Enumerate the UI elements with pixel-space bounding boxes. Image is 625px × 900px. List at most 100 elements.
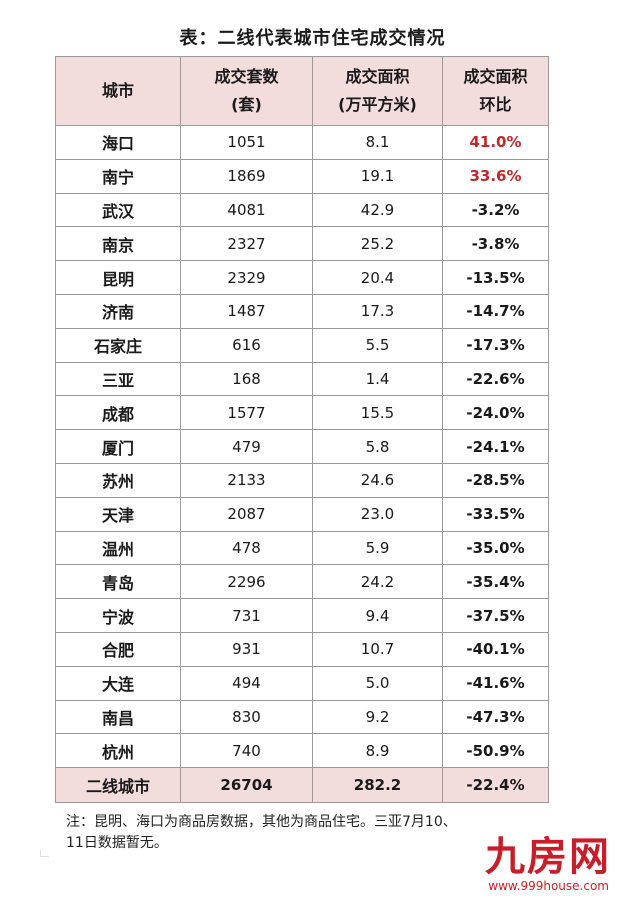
change-cell: -24.1% — [442, 429, 549, 464]
table-row: 天津 2087 23.0 -33.5% — [55, 496, 549, 532]
table-row: 济南 1487 17.3 -14.7% — [55, 293, 549, 329]
change-cell: -35.4% — [442, 564, 549, 600]
brand-logo: 九房网 www.999house.com — [461, 835, 611, 895]
city-cell: 海口 — [55, 125, 181, 160]
city-cell: 温州 — [55, 530, 181, 566]
header-area-line2: (万平方米) — [338, 95, 417, 114]
header-area-line1: 成交面积 — [345, 67, 410, 86]
total-units: 26704 — [180, 767, 313, 804]
brand-name: 九房网 — [485, 833, 611, 880]
change-cell: -47.3% — [442, 699, 549, 735]
change-cell: -17.3% — [442, 327, 549, 363]
table-row: 大连 494 5.0 -41.6% — [55, 665, 549, 701]
table-body: 海口 1051 8.1 41.0% 南宁 1869 19.1 33.6% 武汉 4081 42.9-… — [55, 125, 549, 769]
housing-table: 城市 成交套数 (套) 成交面积 (万平方米) 成交面积 环比 海口 1051 8.… — [55, 56, 549, 804]
city-cell: 杭州 — [55, 733, 181, 769]
units-cell: 740 — [180, 733, 313, 769]
change-cell: -24.0% — [442, 395, 549, 431]
area-cell: 8.9 — [312, 733, 443, 769]
change-cell: -22.6% — [442, 361, 549, 397]
table-row: 宁波 731 9.4 -37.5% — [55, 598, 549, 633]
header-change-line2: 环比 — [479, 95, 512, 114]
change-cell: -50.9% — [442, 733, 549, 769]
units-cell: 4081 — [180, 192, 313, 228]
table-row: 三亚 168 1.4 -22.6% — [55, 361, 549, 397]
units-cell: 1051 — [180, 125, 313, 160]
area-cell: 1.4 — [312, 361, 443, 397]
corner-mark — [40, 850, 49, 857]
area-cell: 5.8 — [312, 429, 443, 464]
area-cell: 9.4 — [312, 598, 443, 633]
city-cell: 三亚 — [55, 361, 181, 397]
units-cell: 478 — [180, 530, 313, 566]
city-cell: 昆明 — [55, 260, 181, 295]
table-title: 表：二线代表城市住宅成交情况 — [179, 28, 446, 49]
units-cell: 479 — [180, 429, 313, 464]
city-cell: 南京 — [55, 226, 181, 262]
city-cell: 天津 — [55, 496, 181, 532]
total-city: 二线城市 — [55, 767, 181, 804]
change-cell: -13.5% — [442, 260, 549, 295]
area-cell: 5.9 — [312, 530, 443, 566]
units-cell: 616 — [180, 327, 313, 363]
city-cell: 石家庄 — [55, 327, 181, 363]
area-cell: 8.1 — [312, 125, 443, 160]
change-cell: -14.7% — [442, 293, 549, 329]
table-row: 合肥 931 10.7 -40.1% — [55, 631, 549, 667]
footnote-line2: 11日数据暂无。 — [66, 835, 168, 851]
units-cell: 830 — [180, 699, 313, 735]
area-cell: 5.0 — [312, 665, 443, 701]
units-cell: 1577 — [180, 395, 313, 431]
city-cell: 大连 — [55, 665, 181, 701]
header-change-line1: 成交面积 — [463, 67, 528, 86]
table-row: 海口 1051 8.1 41.0% — [55, 125, 549, 160]
table-row: 南京 2327 25.2 -3.8% — [55, 226, 549, 262]
footnote: 注：昆明、海口为商品房数据，其他为商品住宅。三亚7月10、 11日数据暂无。 — [66, 812, 576, 854]
city-cell: 成都 — [55, 395, 181, 431]
header-units-line1: 成交套数 — [214, 67, 279, 86]
area-cell: 17.3 — [312, 293, 443, 329]
units-cell: 1487 — [180, 293, 313, 329]
total-area: 282.2 — [312, 767, 443, 804]
change-cell: 33.6% — [442, 158, 549, 194]
change-cell: -3.2% — [442, 192, 549, 228]
area-cell: 42.9 — [312, 192, 443, 228]
table-row: 昆明 2329 20.4 -13.5% — [55, 260, 549, 295]
brand-url: www.999house.com — [488, 879, 609, 893]
units-cell: 2327 — [180, 226, 313, 262]
header-city: 城市 — [55, 56, 181, 126]
city-cell: 济南 — [55, 293, 181, 329]
change-cell: -41.6% — [442, 665, 549, 701]
table-row: 厦门 479 5.8 -24.1% — [55, 429, 549, 464]
table-row: 苏州 2133 24.6 -28.5% — [55, 462, 549, 498]
city-cell: 合肥 — [55, 631, 181, 667]
change-cell: -37.5% — [442, 598, 549, 633]
change-cell: -40.1% — [442, 631, 549, 667]
area-cell: 5.5 — [312, 327, 443, 363]
table-row: 温州 478 5.9 -35.0% — [55, 530, 549, 566]
units-cell: 494 — [180, 665, 313, 701]
total-change: -22.4% — [442, 767, 549, 804]
change-cell: -3.8% — [442, 226, 549, 262]
table-row: 成都 1577 15.5 -24.0% — [55, 395, 549, 431]
area-cell: 24.2 — [312, 564, 443, 600]
city-cell: 厦门 — [55, 429, 181, 464]
change-cell: -28.5% — [442, 462, 549, 498]
area-cell: 20.4 — [312, 260, 443, 295]
table-row: 青岛 2296 24.2 -35.4% — [55, 564, 549, 600]
header-change: 成交面积 环比 — [442, 56, 549, 126]
table-row: 南昌 830 9.2 -47.3% — [55, 699, 549, 735]
city-cell: 苏州 — [55, 462, 181, 498]
area-cell: 25.2 — [312, 226, 443, 262]
units-cell: 2087 — [180, 496, 313, 532]
units-cell: 1869 — [180, 158, 313, 194]
city-cell: 武汉 — [55, 192, 181, 228]
units-cell: 931 — [180, 631, 313, 667]
city-cell: 南昌 — [55, 699, 181, 735]
units-cell: 2296 — [180, 564, 313, 600]
units-cell: 2133 — [180, 462, 313, 498]
units-cell: 731 — [180, 598, 313, 633]
change-cell: -33.5% — [442, 496, 549, 532]
area-cell: 24.6 — [312, 462, 443, 498]
city-cell: 宁波 — [55, 598, 181, 633]
